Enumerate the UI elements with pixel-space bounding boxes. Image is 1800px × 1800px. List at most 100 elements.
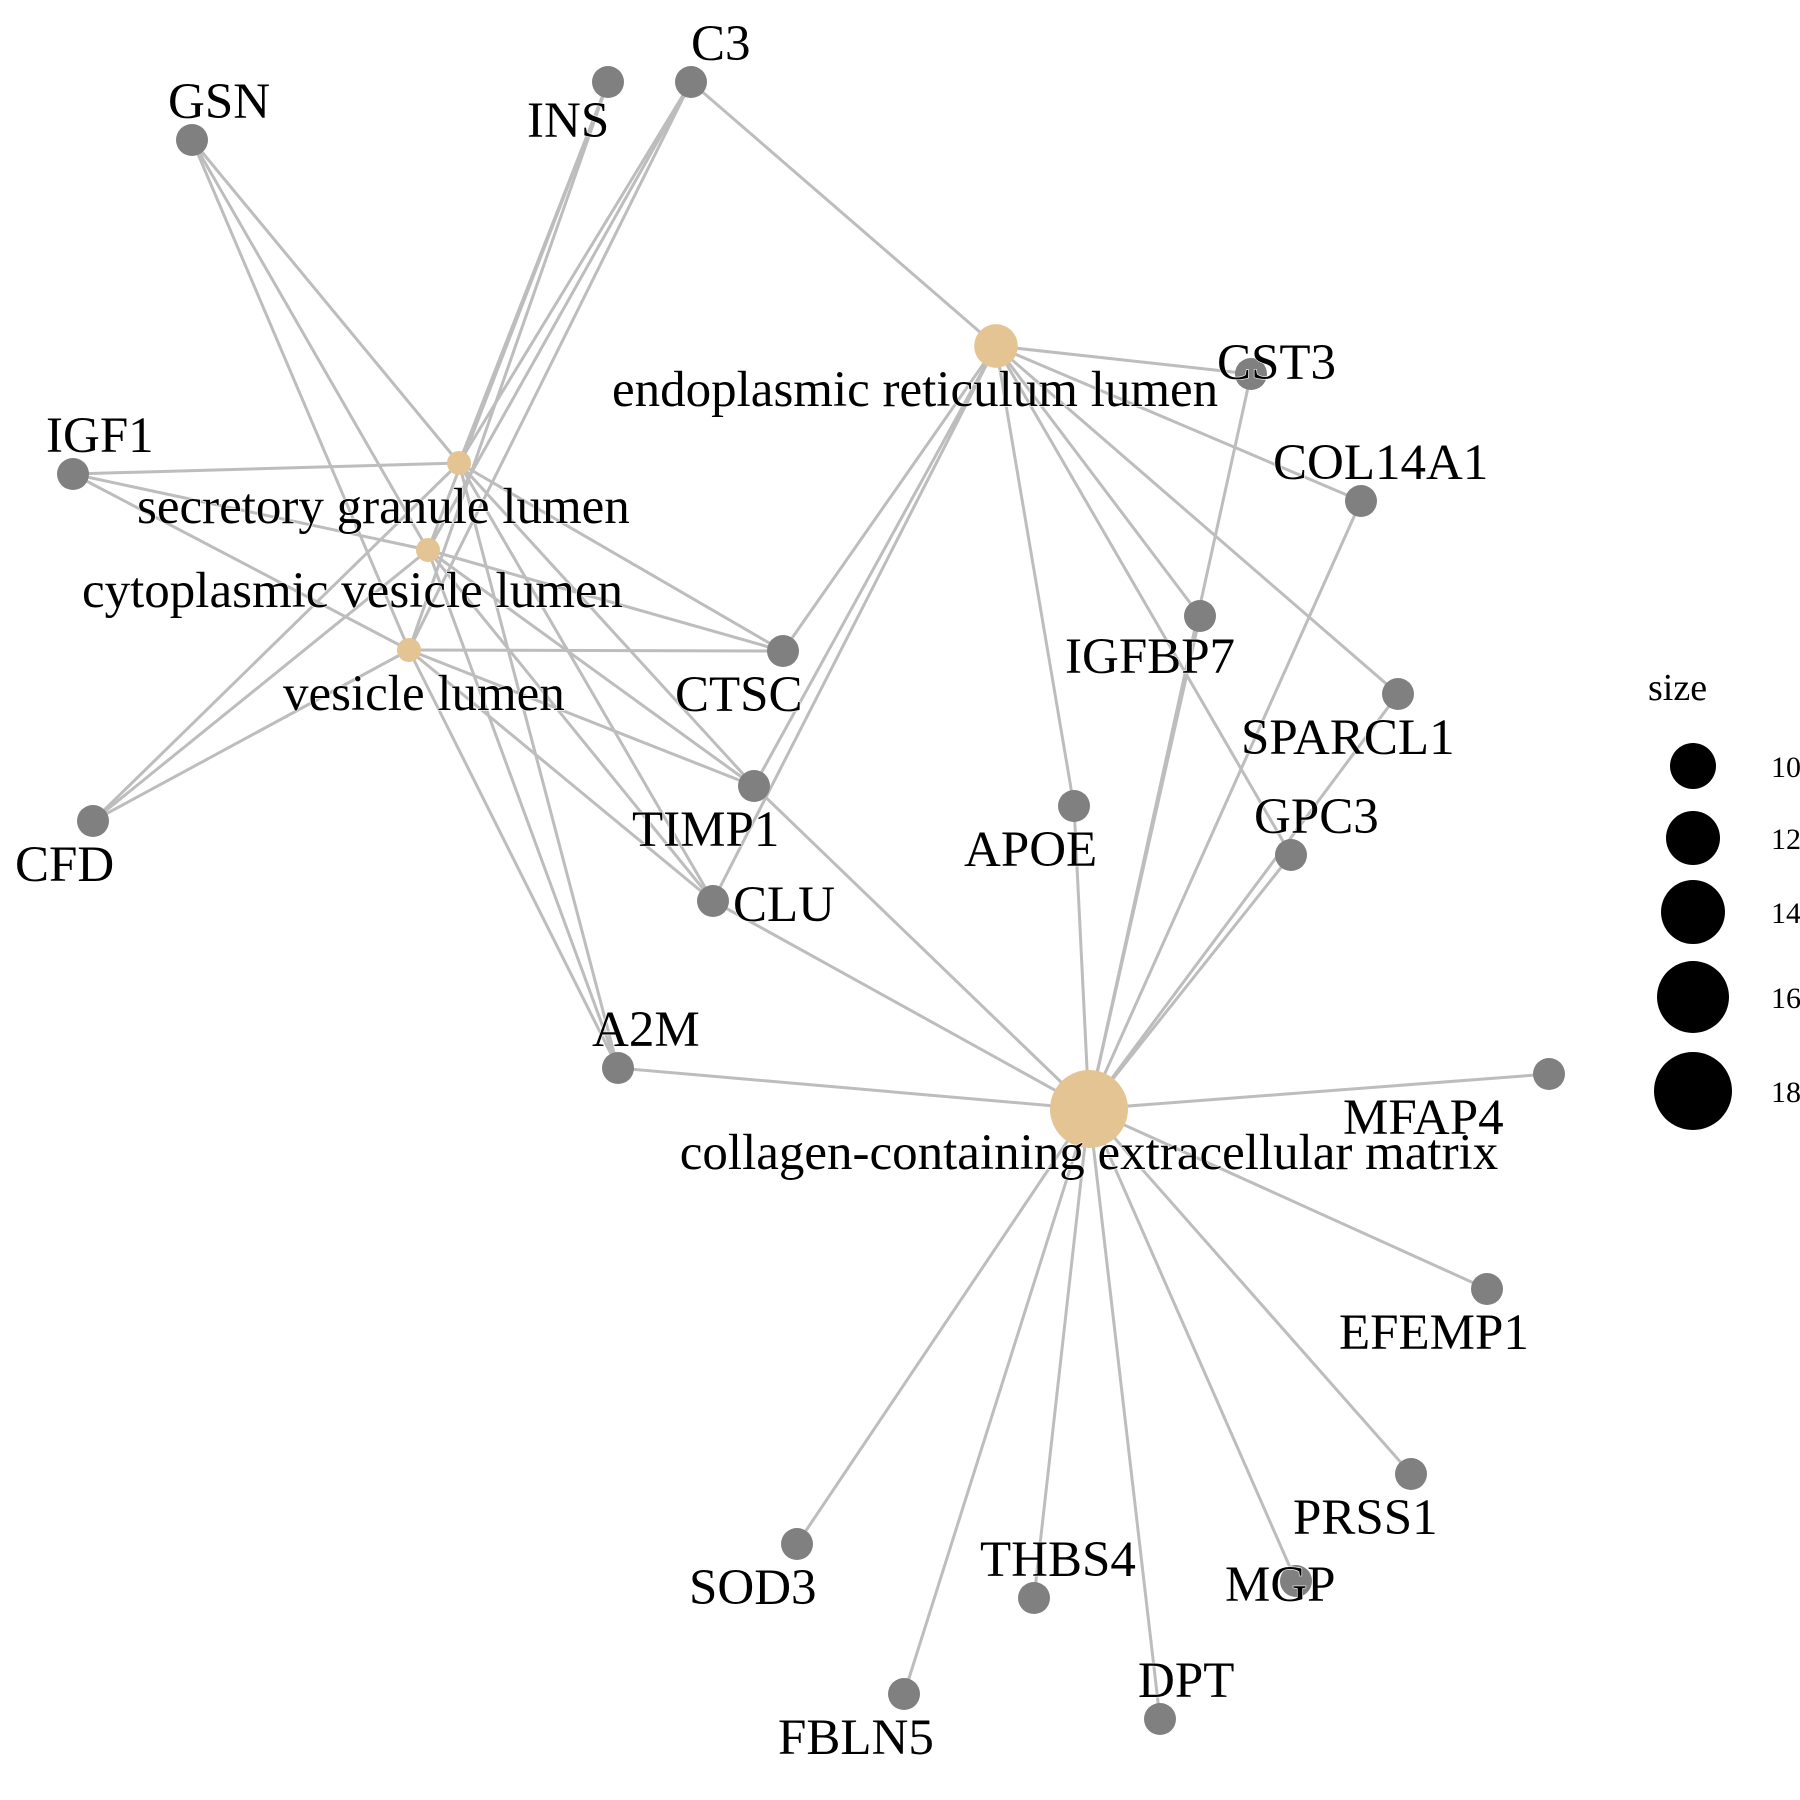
label-layer: GSN INS C3 IGF1 CFD CTSC TIMP1 CLU A2M CST3 COL14A… [14, 15, 1529, 1766]
edge-ecm-A2M [617, 1066, 1090, 1111]
edge-sgl-CLU [457, 462, 715, 902]
gene-label-ins: INS [527, 93, 609, 149]
legend-label-12: 12 [1771, 823, 1800, 856]
edge-cvl-CLU [426, 549, 715, 902]
gene-node-sparcl1 [1382, 678, 1414, 710]
edge-ecm-COL14A1 [1087, 500, 1363, 1110]
gene-node-prss1 [1395, 1458, 1427, 1490]
gene-label-thbs4: THBS4 [980, 1532, 1136, 1588]
term-node-cvl [416, 538, 440, 562]
edge-er-SPARCL1 [995, 344, 1399, 696]
edge-ecm-APOE [1072, 805, 1091, 1110]
edge-ecm-PRSS1 [1087, 1108, 1413, 1475]
edge-vl-GSN [190, 139, 411, 651]
legend-dot-12 [1666, 811, 1720, 865]
edge-ecm-MFAP4 [1088, 1072, 1550, 1111]
legend-label-16: 16 [1771, 982, 1800, 1015]
gene-label-dpt: DPT [1138, 1653, 1234, 1709]
edge-vl-CTSC [408, 648, 784, 653]
edge-ecm-MGP [1087, 1108, 1298, 1582]
edge-cvl-GSN [190, 139, 430, 551]
gene-label-igfbp7: IGFBP7 [1065, 629, 1235, 685]
gene-node-ctsc [767, 635, 799, 667]
gene-node-fbln5 [888, 1678, 920, 1710]
term-label-vl: vesicle lumen [283, 666, 565, 722]
gene-node-a2m [602, 1052, 634, 1084]
edge-sgl-TIMP1 [457, 461, 756, 788]
edge-cvl-A2M [426, 549, 620, 1069]
gene-label-fbln5: FBLN5 [778, 1710, 934, 1766]
edge-ecm-SOD3 [795, 1108, 1091, 1545]
term-node-vl [397, 638, 421, 662]
gene-label-mgp: MGP [1225, 1557, 1336, 1613]
term-label-ecm: collagen-containing extracellular matrix [680, 1125, 1498, 1181]
edge-sgl-C3 [457, 81, 693, 464]
edge-vl-CFD [92, 648, 410, 823]
gene-node-igfbp7 [1184, 600, 1216, 632]
gene-label-sod3: SOD3 [689, 1560, 817, 1616]
term-node-er [974, 324, 1018, 368]
legend-dot-14 [1661, 880, 1725, 944]
edge-ecm-CLU [712, 899, 1090, 1111]
gene-label-clu: CLU [733, 877, 835, 933]
term-label-sgl: secretory granule lumen [137, 479, 630, 535]
edge-cvl-CFD [92, 548, 429, 823]
gene-node-c3 [675, 66, 707, 98]
gene-node-mfap4 [1533, 1058, 1565, 1090]
legend-title: size [1648, 667, 1707, 709]
gene-node-efemp1 [1471, 1273, 1503, 1305]
term-label-cvl: cytoplasmic vesicle lumen [82, 563, 623, 619]
gene-label-ctsc: CTSC [675, 667, 803, 723]
gene-node-ins [592, 66, 624, 98]
gene-label-sparcl1: SPARCL1 [1241, 710, 1455, 766]
gene-node-cst3 [1235, 358, 1267, 390]
gene-label-timp1: TIMP1 [632, 802, 779, 858]
gene-node-clu [697, 885, 729, 917]
gene-node-mgp [1280, 1565, 1312, 1597]
edge-sgl-GSN [190, 139, 461, 464]
gene-node-igf1 [57, 458, 89, 490]
edge-er-GPC3 [994, 345, 1293, 856]
edge-vl-IGF1 [72, 472, 410, 652]
edge-vl-C3 [407, 81, 693, 651]
edge-ecm-THBS4 [1032, 1108, 1091, 1599]
edge-ecm-FBLN5 [902, 1108, 1091, 1695]
edge-ecm-IGFBP7 [1087, 615, 1202, 1110]
edge-er-COL14A1 [995, 344, 1362, 503]
edge-sgl-CFD [91, 461, 461, 823]
edge-ecm-EFEMP1 [1088, 1107, 1488, 1291]
gene-node-col14a1 [1345, 485, 1377, 517]
edge-cvl-IGF1 [72, 472, 429, 552]
gene-node-thbs4 [1018, 1582, 1050, 1614]
gene-node-gpc3 [1275, 839, 1307, 871]
gene-label-a2m: A2M [592, 1002, 700, 1058]
gene-node-dpt [1144, 1703, 1176, 1735]
gene-node-apoe [1058, 790, 1090, 822]
edge-er-APOE [994, 345, 1076, 807]
size-legend: size 10 12 14 16 18 [1648, 667, 1800, 1130]
gene-label-gsn: GSN [168, 74, 270, 130]
gene-label-col14a1: COL14A1 [1273, 435, 1488, 491]
edge-sgl-CTSC [458, 461, 784, 653]
legend-label-10: 10 [1771, 751, 1800, 784]
edge-er-TIMP1 [752, 345, 998, 787]
gene-label-cst3: CST3 [1217, 335, 1336, 391]
edge-er-CTSC [781, 345, 998, 652]
edge-cvl-TIMP1 [427, 548, 755, 788]
gene-label-cfd: CFD [15, 837, 114, 893]
edge-ecm-TIMP1 [752, 784, 1091, 1111]
edge-er-C3 [690, 80, 997, 348]
gene-node-cfd [77, 805, 109, 837]
legend-dot-10 [1670, 743, 1716, 789]
gene-node-gsn [176, 124, 208, 156]
edge-ecm-DPT [1087, 1108, 1162, 1720]
edge-ecm-GPC3 [1087, 854, 1293, 1110]
gene-label-igf1: IGF1 [46, 408, 154, 464]
gene-label-apoe: APOE [964, 822, 1097, 878]
term-label-er: endoplasmic reticulum lumen [612, 362, 1218, 418]
node-layer [57, 66, 1565, 1735]
legend-label-18: 18 [1771, 1076, 1800, 1109]
gene-label-c3: C3 [691, 16, 751, 72]
